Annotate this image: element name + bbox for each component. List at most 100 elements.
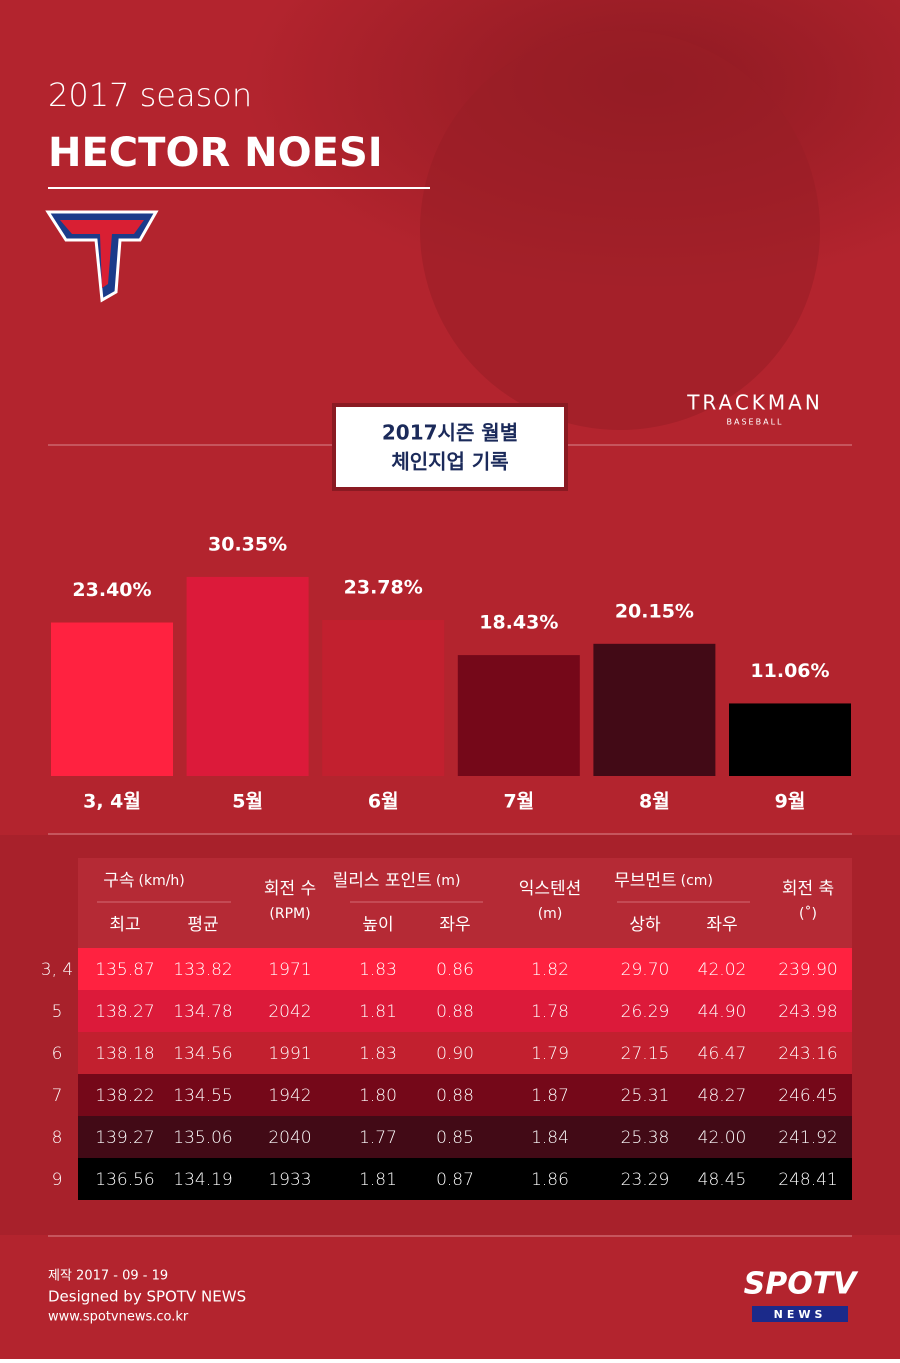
row-label: 5 bbox=[52, 1002, 63, 1022]
table-cell: 1.82 bbox=[531, 960, 569, 980]
footer-date: 제작 2017 - 09 - 19 bbox=[48, 1269, 168, 1284]
column-header: 높이 bbox=[362, 915, 393, 935]
table-row bbox=[78, 1074, 852, 1116]
table-cell: 239.90 bbox=[778, 960, 837, 980]
logo-sub: NEWS bbox=[774, 1308, 827, 1321]
table-cell: 246.45 bbox=[778, 1086, 837, 1106]
table-cell: 1.83 bbox=[359, 960, 397, 980]
table-cell: 1.78 bbox=[531, 1002, 569, 1022]
x-tick-label: 8월 bbox=[639, 791, 670, 813]
column-header: 최고 bbox=[109, 915, 140, 935]
value-label: 23.78% bbox=[344, 577, 423, 599]
table-cell: 138.18 bbox=[95, 1044, 154, 1064]
table-cell: 1971 bbox=[268, 960, 311, 980]
column-header: 좌우 bbox=[439, 915, 470, 935]
chart-title-box bbox=[332, 403, 568, 491]
column-unit: (RPM) bbox=[269, 906, 310, 922]
table-cell: 42.02 bbox=[698, 960, 747, 980]
table-cell: 134.78 bbox=[173, 1002, 232, 1022]
table-cell: 1991 bbox=[268, 1044, 311, 1064]
table-cell: 138.27 bbox=[95, 1002, 154, 1022]
table-cell: 138.22 bbox=[95, 1086, 154, 1106]
season: 2017 season bbox=[48, 76, 252, 114]
row-label: 9 bbox=[52, 1170, 63, 1190]
table-cell: 139.27 bbox=[95, 1128, 154, 1148]
table-cell: 46.47 bbox=[698, 1044, 747, 1064]
brand-sub: BASEBALL bbox=[727, 418, 784, 427]
row-label: 3, 4 bbox=[41, 960, 73, 980]
table-cell: 0.90 bbox=[436, 1044, 474, 1064]
bar bbox=[729, 703, 851, 776]
table-cell: 1.81 bbox=[359, 1170, 397, 1190]
x-tick-label: 5월 bbox=[232, 791, 263, 813]
header-label: 구속 bbox=[103, 871, 134, 891]
x-tick-label: 6월 bbox=[368, 791, 399, 813]
player-photo bbox=[420, 30, 820, 430]
table-cell: 1.83 bbox=[359, 1044, 397, 1064]
column-header: 상하 bbox=[629, 915, 661, 935]
header-unit: (km/h) bbox=[139, 873, 185, 889]
table-cell: 25.31 bbox=[621, 1086, 670, 1106]
table-cell: 241.92 bbox=[778, 1128, 837, 1148]
row-label: 6 bbox=[52, 1044, 63, 1064]
table-cell: 26.29 bbox=[621, 1002, 670, 1022]
value-label: 23.40% bbox=[72, 579, 151, 601]
column-header: 익스텐션 bbox=[519, 879, 582, 899]
value-label: 20.15% bbox=[615, 600, 694, 622]
column-header: 회전 수 bbox=[264, 879, 316, 899]
column-header: 회전 축 bbox=[782, 879, 834, 899]
column-group: 릴리스 포인트 (m) bbox=[333, 871, 461, 891]
table-cell: 248.41 bbox=[778, 1170, 837, 1190]
logo-bar bbox=[752, 1306, 848, 1322]
table-cell: 1.86 bbox=[531, 1170, 569, 1190]
table-cell: 0.87 bbox=[436, 1170, 474, 1190]
table-cell: 0.88 bbox=[436, 1002, 474, 1022]
logo: SPOTV bbox=[744, 1267, 860, 1302]
column-header: 평균 bbox=[187, 915, 218, 935]
table-cell: 1.79 bbox=[531, 1044, 569, 1064]
table-cell: 23.29 bbox=[621, 1170, 670, 1190]
table-cell: 44.90 bbox=[698, 1002, 747, 1022]
table-row bbox=[78, 990, 852, 1032]
table-header bbox=[78, 858, 852, 948]
header-unit: (cm) bbox=[681, 873, 713, 889]
brand: TRACKMAN bbox=[686, 391, 823, 415]
column-unit: (m) bbox=[538, 906, 563, 922]
table-cell: 25.38 bbox=[621, 1128, 670, 1148]
value-label: 18.43% bbox=[479, 612, 558, 634]
table-cell: 134.56 bbox=[173, 1044, 232, 1064]
team-logo bbox=[45, 210, 159, 303]
value-label: 30.35% bbox=[208, 533, 287, 555]
table-row bbox=[78, 948, 852, 990]
header-label: 무브먼트 bbox=[614, 871, 677, 891]
column-unit: (˚) bbox=[799, 905, 817, 922]
table-cell: 2040 bbox=[268, 1128, 311, 1148]
table-cell: 42.00 bbox=[698, 1128, 747, 1148]
table-cell: 243.98 bbox=[778, 1002, 837, 1022]
bar bbox=[322, 620, 445, 776]
column-header: 좌우 bbox=[706, 915, 737, 935]
table-cell: 133.82 bbox=[173, 960, 232, 980]
table-cell: 1933 bbox=[268, 1170, 311, 1190]
table-cell: 243.16 bbox=[778, 1044, 837, 1064]
column-group: 구속 (km/h) bbox=[103, 871, 185, 891]
bar bbox=[593, 643, 716, 776]
value-label: 11.06% bbox=[750, 660, 829, 682]
table-cell: 48.27 bbox=[698, 1086, 747, 1106]
x-tick-label: 7월 bbox=[503, 791, 534, 813]
row-label: 7 bbox=[52, 1086, 63, 1106]
row-label: 8 bbox=[52, 1128, 63, 1148]
table-cell: 2042 bbox=[268, 1002, 311, 1022]
header-label: 릴리스 포인트 bbox=[333, 871, 432, 891]
table-cell: 29.70 bbox=[621, 960, 670, 980]
table-row bbox=[78, 1032, 852, 1074]
chart-title: 2017시즌 월별 bbox=[382, 421, 518, 445]
table-cell: 135.87 bbox=[95, 960, 154, 980]
table-cell: 27.15 bbox=[621, 1044, 670, 1064]
footer-designer: Designed by SPOTV NEWS bbox=[48, 1288, 246, 1306]
player-name: HECTOR NOESI bbox=[48, 130, 383, 176]
table-cell: 136.56 bbox=[95, 1170, 154, 1190]
table-cell: 48.45 bbox=[698, 1170, 747, 1190]
bar bbox=[186, 576, 309, 776]
